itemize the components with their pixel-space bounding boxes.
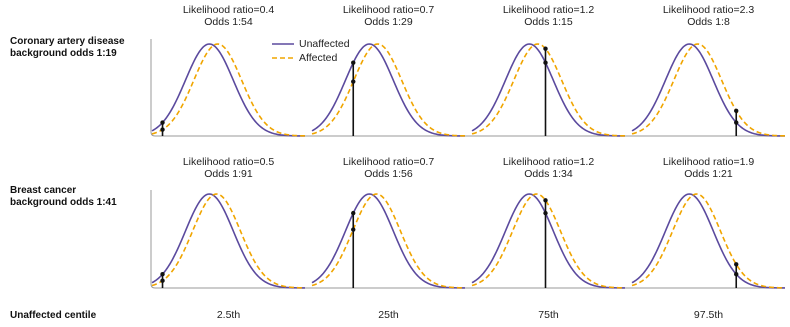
axis-breast-cancer — [150, 190, 784, 289]
unaffected-point-breast-cancer-2 — [351, 210, 356, 216]
affected-point-cad-3 — [543, 46, 548, 51]
unaffected-point-cad-1 — [160, 120, 165, 125]
row-label-cad: Coronary artery disease — [10, 36, 125, 47]
odds-label-cad-1: Odds 1:54 — [204, 16, 253, 28]
unaffected-curve-cad-2 — [311, 43, 466, 137]
odds-label-breast-cancer-3: Odds 1:34 — [524, 168, 573, 180]
lr-label-cad-3: Likelihood ratio=1.2 — [503, 4, 595, 16]
unaffected-point-cad-2 — [351, 60, 356, 65]
legend-label-affected: Affected — [299, 52, 337, 64]
affected-point-breast-cancer-4 — [734, 262, 739, 267]
odds-label-cad-4: Odds 1:8 — [687, 16, 730, 28]
unaffected-curve-breast-cancer-3 — [471, 193, 626, 289]
affected-curve-cad-3 — [471, 43, 626, 137]
affected-point-cad-2 — [351, 79, 356, 84]
affected-curve-cad-1 — [151, 43, 306, 137]
centile-tick-3: 75th — [538, 309, 559, 321]
affected-curve-cad-2 — [311, 43, 466, 137]
centile-tick-2: 25th — [378, 309, 399, 321]
unaffected-curve-breast-cancer-1 — [151, 193, 306, 289]
centile-tick-1: 2.5th — [217, 309, 241, 321]
affected-point-cad-4 — [734, 108, 739, 114]
lr-label-cad-2: Likelihood ratio=0.7 — [343, 4, 435, 16]
row-label-odds-cad: background odds 1:19 — [10, 48, 117, 59]
affected-curve-breast-cancer-2 — [311, 193, 466, 289]
affected-point-cad-1 — [160, 127, 165, 132]
odds-label-breast-cancer-2: Odds 1:56 — [364, 168, 413, 180]
x-axis-label: Unaffected centile — [10, 310, 97, 321]
affected-curve-breast-cancer-1 — [151, 193, 306, 289]
affected-point-breast-cancer-1 — [160, 278, 165, 283]
unaffected-curve-cad-4 — [631, 43, 786, 137]
row-label-odds-breast-cancer: background odds 1:41 — [10, 197, 117, 208]
lr-label-cad-4: Likelihood ratio=2.3 — [663, 4, 755, 16]
affected-curve-cad-4 — [631, 43, 786, 137]
odds-label-cad-2: Odds 1:29 — [364, 16, 413, 28]
unaffected-point-breast-cancer-3 — [543, 210, 548, 216]
lr-label-breast-cancer-1: Likelihood ratio=0.5 — [183, 156, 275, 168]
centile-tick-4: 97.5th — [694, 309, 723, 321]
odds-label-breast-cancer-1: Odds 1:91 — [204, 168, 253, 180]
unaffected-curve-cad-1 — [151, 43, 306, 137]
odds-label-cad-3: Odds 1:15 — [524, 16, 573, 28]
lr-label-breast-cancer-4: Likelihood ratio=1.9 — [663, 156, 755, 168]
unaffected-curve-cad-3 — [471, 43, 626, 137]
unaffected-curve-breast-cancer-2 — [311, 193, 466, 289]
unaffected-curve-breast-cancer-4 — [631, 193, 786, 289]
unaffected-point-breast-cancer-4 — [734, 272, 739, 277]
affected-point-breast-cancer-3 — [543, 198, 548, 203]
affected-point-breast-cancer-2 — [351, 227, 356, 232]
unaffected-point-breast-cancer-1 — [160, 272, 165, 277]
axis-cad — [150, 39, 784, 137]
affected-curve-breast-cancer-3 — [471, 193, 626, 289]
lr-label-breast-cancer-2: Likelihood ratio=0.7 — [343, 156, 435, 168]
lr-label-breast-cancer-3: Likelihood ratio=1.2 — [503, 156, 595, 168]
unaffected-point-cad-4 — [734, 120, 739, 125]
legend-label-unaffected: Unaffected — [299, 38, 350, 50]
affected-curve-breast-cancer-4 — [631, 193, 786, 289]
unaffected-point-cad-3 — [543, 60, 548, 65]
odds-label-breast-cancer-4: Odds 1:21 — [684, 168, 733, 180]
row-label-breast-cancer: Breast cancer — [10, 185, 76, 196]
lr-label-cad-1: Likelihood ratio=0.4 — [183, 4, 275, 16]
